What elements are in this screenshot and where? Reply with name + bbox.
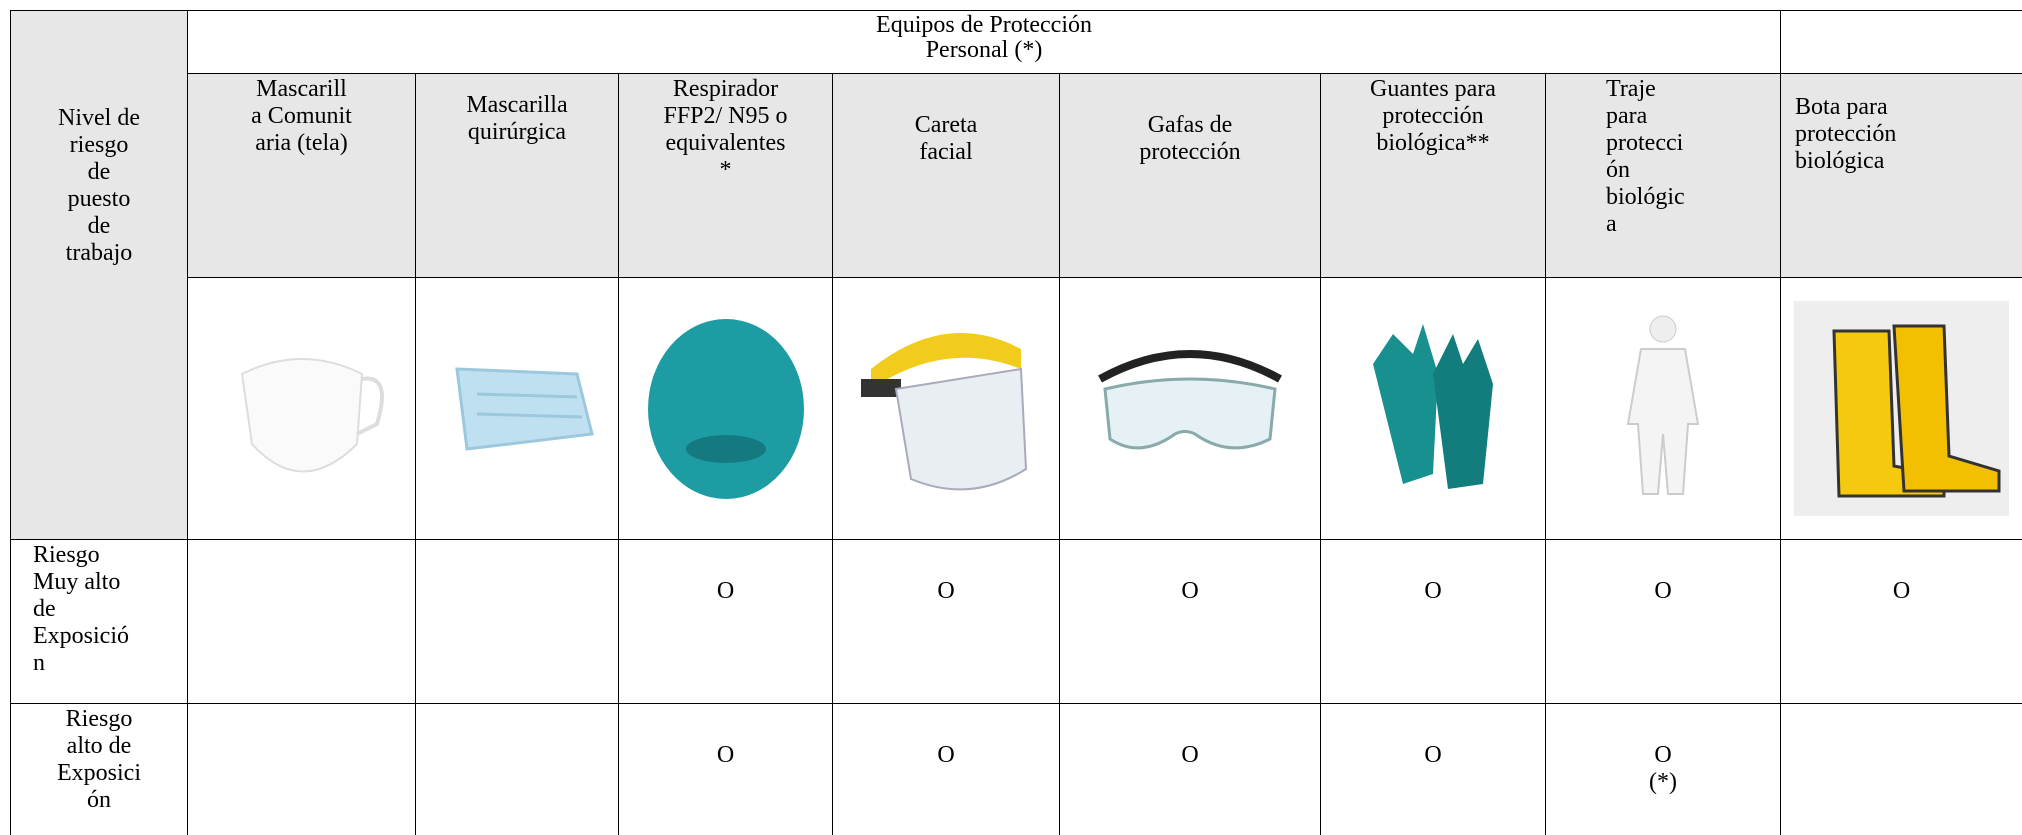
mark-cell: O bbox=[1780, 539, 2022, 704]
image-cell bbox=[187, 277, 416, 540]
mark-cell bbox=[187, 539, 416, 704]
mark-cell: O bbox=[1320, 703, 1546, 835]
mark-cell: O (*) bbox=[1544, 703, 1782, 835]
mark-cell bbox=[415, 539, 619, 704]
column-header: Bota para protección biológica bbox=[1780, 73, 2022, 278]
empty-cell bbox=[1780, 10, 2022, 74]
mark-cell: O bbox=[1544, 539, 1782, 704]
mark-cell: O bbox=[1320, 539, 1546, 704]
gloves-image bbox=[1373, 323, 1493, 489]
mark-cell: O bbox=[1059, 703, 1321, 835]
mark-cell bbox=[1780, 703, 2022, 835]
column-header: Mascarilla quirúrgica bbox=[415, 73, 619, 278]
suit-image bbox=[1626, 315, 1700, 495]
column-header: Gafas de protección bbox=[1059, 73, 1321, 278]
surgical-mask-image bbox=[455, 366, 594, 451]
face-shield-image bbox=[861, 332, 1028, 490]
mark-cell: O bbox=[618, 539, 833, 704]
risk-label: Riesgo alto de Exposici ón bbox=[10, 703, 188, 835]
column-header: Mascarill a Comunit aria (tela) bbox=[187, 73, 416, 278]
image-cell bbox=[1320, 277, 1546, 540]
image-cell bbox=[1059, 277, 1321, 540]
goggles-image bbox=[1098, 349, 1282, 449]
row-header: Nivel de riesgo de puesto de trabajo bbox=[10, 10, 188, 540]
image-cell bbox=[1780, 277, 2022, 540]
respirator-image bbox=[647, 318, 804, 499]
boots-image bbox=[1794, 301, 2010, 516]
mark-cell: O bbox=[832, 539, 1060, 704]
table-wrap: Nivel de riesgo de puesto de trabajo Equ… bbox=[10, 10, 2022, 835]
column-header: Traje para protecci ón biológic a bbox=[1544, 73, 1782, 278]
ppe-table: Nivel de riesgo de puesto de trabajo Equ… bbox=[10, 10, 2022, 835]
group-title: Equipos de Protección Personal (*) bbox=[186, 10, 1782, 74]
risk-label: Riesgo Muy alto de Exposició n bbox=[10, 539, 188, 704]
mark-cell: O bbox=[832, 703, 1060, 835]
column-header: Guantes para protección biológica** bbox=[1320, 73, 1546, 278]
image-cell bbox=[832, 277, 1060, 540]
mark-cell bbox=[415, 703, 619, 835]
mark-cell: O bbox=[618, 703, 833, 835]
column-header: Respirador FFP2/ N95 o equivalentes * bbox=[618, 73, 833, 278]
risk-row: Riesgo alto de Exposici ón O O O O O (*) bbox=[10, 703, 2022, 835]
mark-cell bbox=[187, 703, 416, 835]
mark-cell: O bbox=[1059, 539, 1321, 704]
image-cell bbox=[1544, 277, 1782, 540]
cloth-mask-image bbox=[240, 357, 384, 472]
image-cell bbox=[618, 277, 833, 540]
column-header: Careta facial bbox=[832, 73, 1060, 278]
image-cell bbox=[415, 277, 619, 540]
